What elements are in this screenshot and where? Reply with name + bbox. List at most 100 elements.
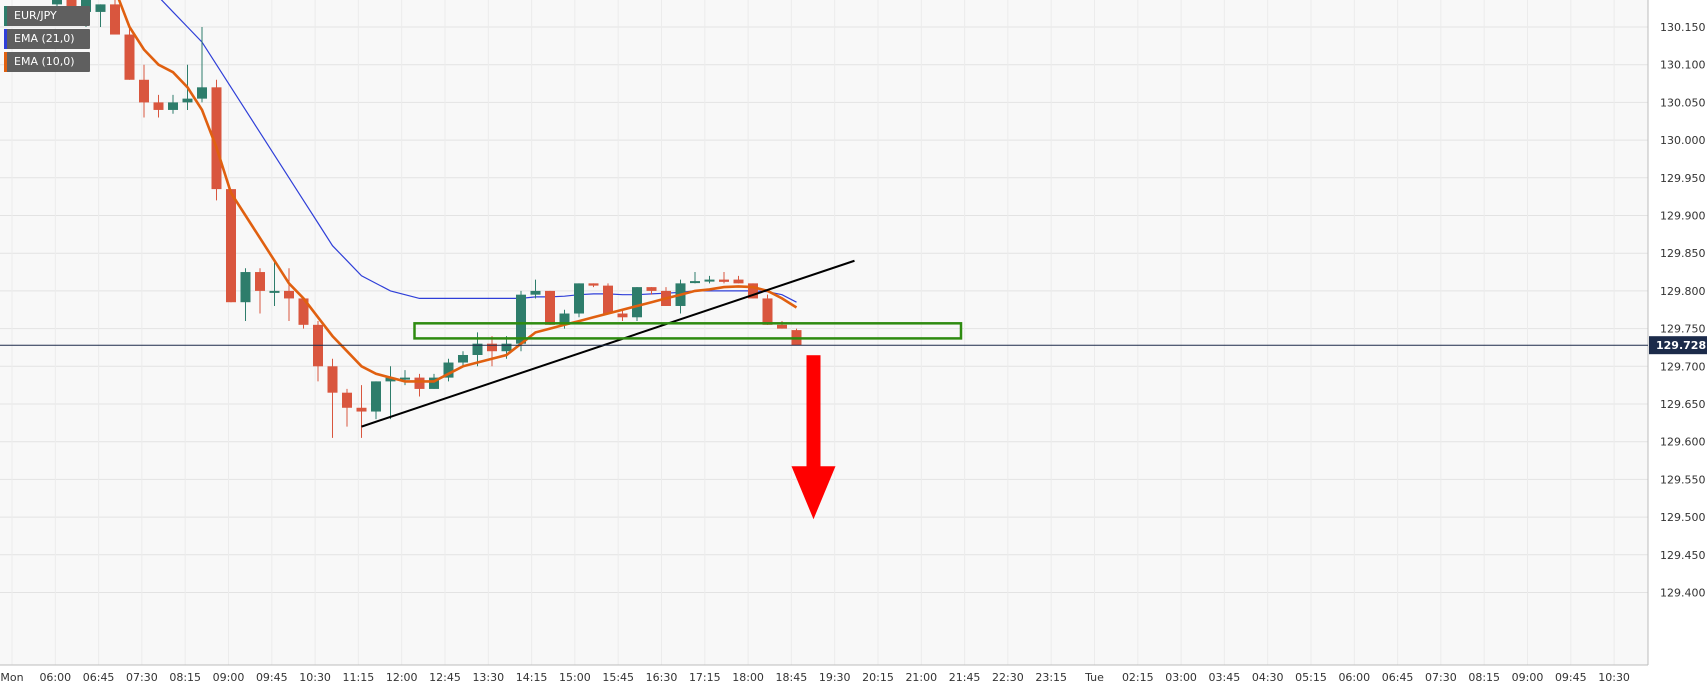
x-tick-label: 11:15 (343, 671, 375, 684)
candle-body (284, 290, 294, 299)
candle-body (139, 79, 149, 103)
x-tick-label: 18:45 (776, 671, 808, 684)
candle-body (240, 272, 251, 303)
x-tick-label: 09:00 (213, 671, 245, 684)
legend-item-ema10[interactable]: EMA (10,0) (4, 52, 90, 72)
down-arrow-head (791, 466, 836, 520)
candle-body (226, 189, 236, 303)
down-arrow-shaft (806, 355, 821, 468)
y-tick-label: 129.750 (1660, 323, 1706, 336)
candle-body (603, 285, 613, 314)
candle-body (516, 294, 526, 344)
candle-body (269, 290, 280, 293)
y-tick-label: 129.550 (1660, 473, 1706, 486)
y-tick-label: 129.800 (1660, 285, 1706, 298)
candle-body (211, 87, 222, 190)
x-tick-label: 18:00 (732, 671, 764, 684)
x-tick-label: 21:45 (949, 671, 981, 684)
x-tick-label: Tue (1084, 671, 1104, 684)
y-tick-label: 130.100 (1660, 59, 1706, 72)
candle-body (443, 362, 454, 378)
candle-body (777, 324, 787, 329)
x-tick-label: 04:30 (1252, 671, 1284, 684)
legend-swatch-ema10 (4, 52, 7, 72)
candle-body (748, 283, 758, 299)
legend-label-ema10: EMA (10,0) (14, 55, 75, 68)
candle-body (356, 407, 367, 412)
legend: EUR/JPY EMA (21,0) EMA (10,0) (4, 6, 90, 75)
candle-body (182, 98, 193, 103)
candle-body (733, 279, 744, 284)
x-tick-label: 08:15 (1468, 671, 1500, 684)
legend-label-ema21: EMA (21,0) (14, 32, 75, 45)
x-tick-label: 16:30 (646, 671, 678, 684)
x-tick-label: Mon (0, 671, 23, 684)
candle-body (342, 392, 352, 408)
candle-body (197, 87, 207, 99)
candle-body (429, 377, 439, 389)
candle-body (95, 4, 106, 12)
candle-body (501, 343, 512, 352)
trendline (361, 259, 855, 428)
x-tick-label: 17:15 (689, 671, 721, 684)
y-tick-label: 130.050 (1660, 96, 1706, 109)
candle-body (632, 287, 642, 318)
candle-body (81, 0, 91, 12)
x-tick-label: 20:15 (862, 671, 894, 684)
plot-content (52, 0, 963, 438)
candle-body (66, 0, 77, 12)
y-tick-label: 129.400 (1660, 587, 1706, 600)
candle-body (327, 366, 338, 393)
x-tick-label: 06:45 (1382, 671, 1414, 684)
x-tick-label: 09:45 (1555, 671, 1587, 684)
y-tick-label: 130.000 (1660, 134, 1706, 147)
x-tick-label: 10:30 (299, 671, 331, 684)
candle-body (458, 354, 468, 363)
x-tick-label: 06:00 (1338, 671, 1370, 684)
x-tick-label: 15:45 (602, 671, 634, 684)
candle-body (588, 283, 599, 286)
candle-body (545, 290, 555, 325)
x-tick-label: 09:00 (1512, 671, 1544, 684)
legend-item-symbol[interactable]: EUR/JPY (4, 6, 90, 26)
x-tick-label: 07:30 (1425, 671, 1457, 684)
candle-body (124, 34, 135, 80)
x-tick-label: 10:30 (1598, 671, 1630, 684)
x-tick-label: 19:30 (819, 671, 851, 684)
x-tick-label: 03:45 (1209, 671, 1241, 684)
x-tick-label: 05:15 (1295, 671, 1327, 684)
y-tick-label: 129.600 (1660, 436, 1706, 449)
x-tick-label: 07:30 (126, 671, 158, 684)
legend-swatch-ema21 (4, 29, 7, 49)
legend-item-ema21[interactable]: EMA (21,0) (4, 29, 90, 49)
x-tick-label: 12:00 (386, 671, 418, 684)
y-tick-label: 129.950 (1660, 172, 1706, 185)
support-zone (413, 322, 963, 340)
x-tick-label: 14:15 (516, 671, 548, 684)
x-tick-label: 03:00 (1165, 671, 1197, 684)
candle-body (385, 377, 396, 382)
candle-body (704, 279, 715, 282)
candle-body (762, 298, 773, 325)
down-arrow-annotation (791, 355, 836, 520)
candle-body (472, 343, 483, 355)
x-tick-label: 22:30 (992, 671, 1024, 684)
x-tick-label: 15:00 (559, 671, 591, 684)
current-price-label: 129.728 (1656, 339, 1706, 352)
legend-label-symbol: EUR/JPY (14, 9, 57, 22)
plot-area (0, 0, 1648, 665)
y-tick-label: 129.500 (1660, 511, 1706, 524)
y-tick-label: 129.900 (1660, 210, 1706, 223)
x-tick-label: 06:00 (39, 671, 71, 684)
y-tick-label: 129.700 (1660, 360, 1706, 373)
candle-body (690, 281, 700, 284)
y-tick-label: 129.450 (1660, 549, 1706, 562)
y-tick-label: 129.650 (1660, 398, 1706, 411)
candle-body (168, 102, 178, 110)
candle-body (530, 290, 541, 295)
candle-body (487, 343, 497, 352)
ema21-line (160, 0, 797, 303)
x-tick-label: 13:30 (472, 671, 504, 684)
